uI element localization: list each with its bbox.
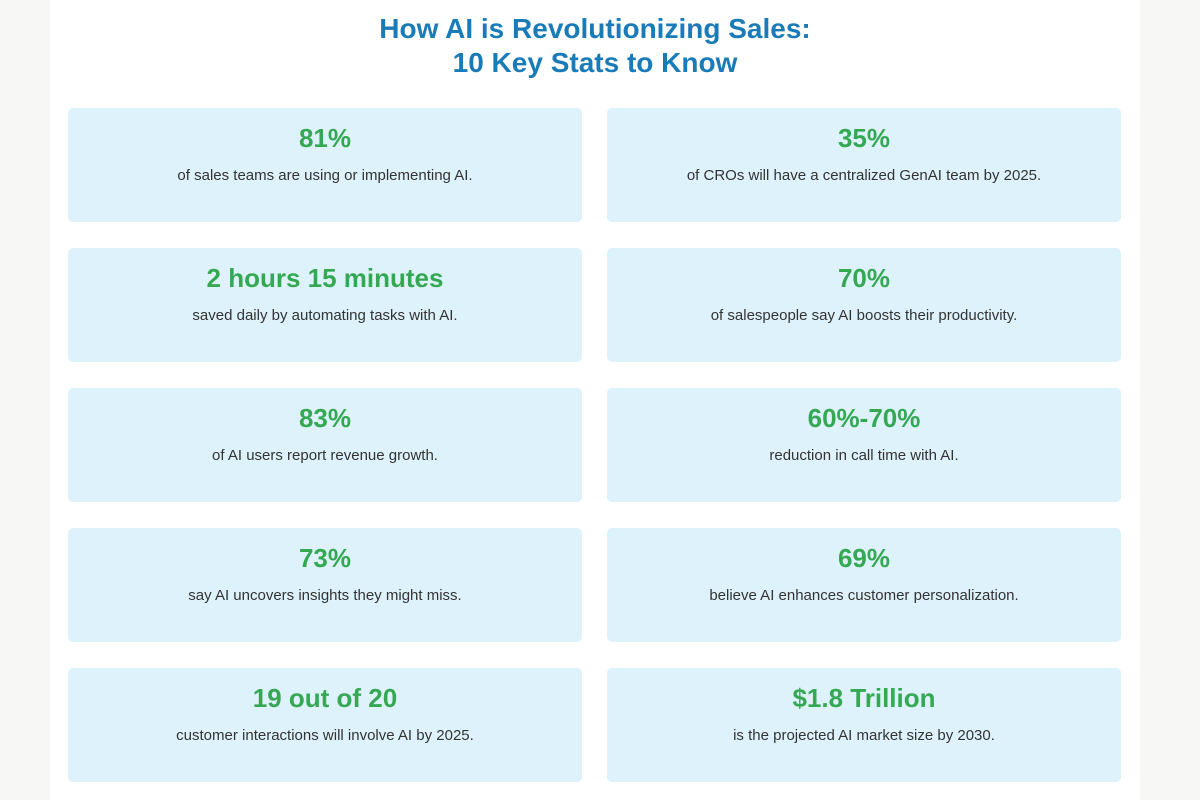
stat-value: 83% bbox=[298, 403, 352, 433]
stat-card-insights: 73% say AI uncovers insights they might … bbox=[68, 528, 582, 642]
stat-value: 35% bbox=[837, 123, 891, 153]
stats-grid: 81% of sales teams are using or implemen… bbox=[68, 108, 1121, 782]
stat-value: 81% bbox=[298, 123, 352, 153]
stat-description: say AI uncovers insights they might miss… bbox=[188, 587, 462, 604]
stat-card-personalization: 69% believe AI enhances customer persona… bbox=[607, 528, 1121, 642]
stat-card-call-time: 60%-70% reduction in call time with AI. bbox=[607, 388, 1121, 502]
stat-description: saved daily by automating tasks with AI. bbox=[192, 307, 458, 324]
stat-card-productivity: 70% of salespeople say AI boosts their p… bbox=[607, 248, 1121, 362]
stat-value: 2 hours 15 minutes bbox=[206, 263, 444, 293]
stat-description: of salespeople say AI boosts their produ… bbox=[710, 307, 1018, 324]
stat-description: of AI users report revenue growth. bbox=[212, 447, 438, 464]
stat-card-revenue-growth: 83% of AI users report revenue growth. bbox=[68, 388, 582, 502]
page-title: How AI is Revolutionizing Sales: 10 Key … bbox=[50, 12, 1140, 80]
stat-value: 19 out of 20 bbox=[252, 683, 398, 713]
stat-description: of CROs will have a centralized GenAI te… bbox=[686, 167, 1042, 184]
stat-description: reduction in call time with AI. bbox=[769, 447, 959, 464]
stat-value: 60%-70% bbox=[807, 403, 921, 433]
stat-card-customer-interactions: 19 out of 20 customer interactions will … bbox=[68, 668, 582, 782]
stat-card-sales-teams-ai: 81% of sales teams are using or implemen… bbox=[68, 108, 582, 222]
stat-description: of sales teams are using or implementing… bbox=[177, 167, 473, 184]
stat-card-cro-genai-team: 35% of CROs will have a centralized GenA… bbox=[607, 108, 1121, 222]
stat-description: is the projected AI market size by 2030. bbox=[733, 727, 995, 744]
stat-value: 70% bbox=[837, 263, 891, 293]
stat-description: believe AI enhances customer personaliza… bbox=[709, 587, 1019, 604]
stat-card-time-saved: 2 hours 15 minutes saved daily by automa… bbox=[68, 248, 582, 362]
title-line-2: 10 Key Stats to Know bbox=[452, 47, 738, 78]
stat-card-market-size: $1.8 Trillion is the projected AI market… bbox=[607, 668, 1121, 782]
infographic-page: How AI is Revolutionizing Sales: 10 Key … bbox=[50, 0, 1140, 800]
title-line-1: How AI is Revolutionizing Sales: bbox=[379, 13, 811, 44]
stat-value: 69% bbox=[837, 543, 891, 573]
stat-value: $1.8 Trillion bbox=[792, 683, 936, 713]
stat-value: 73% bbox=[298, 543, 352, 573]
stat-description: customer interactions will involve AI by… bbox=[176, 727, 474, 744]
